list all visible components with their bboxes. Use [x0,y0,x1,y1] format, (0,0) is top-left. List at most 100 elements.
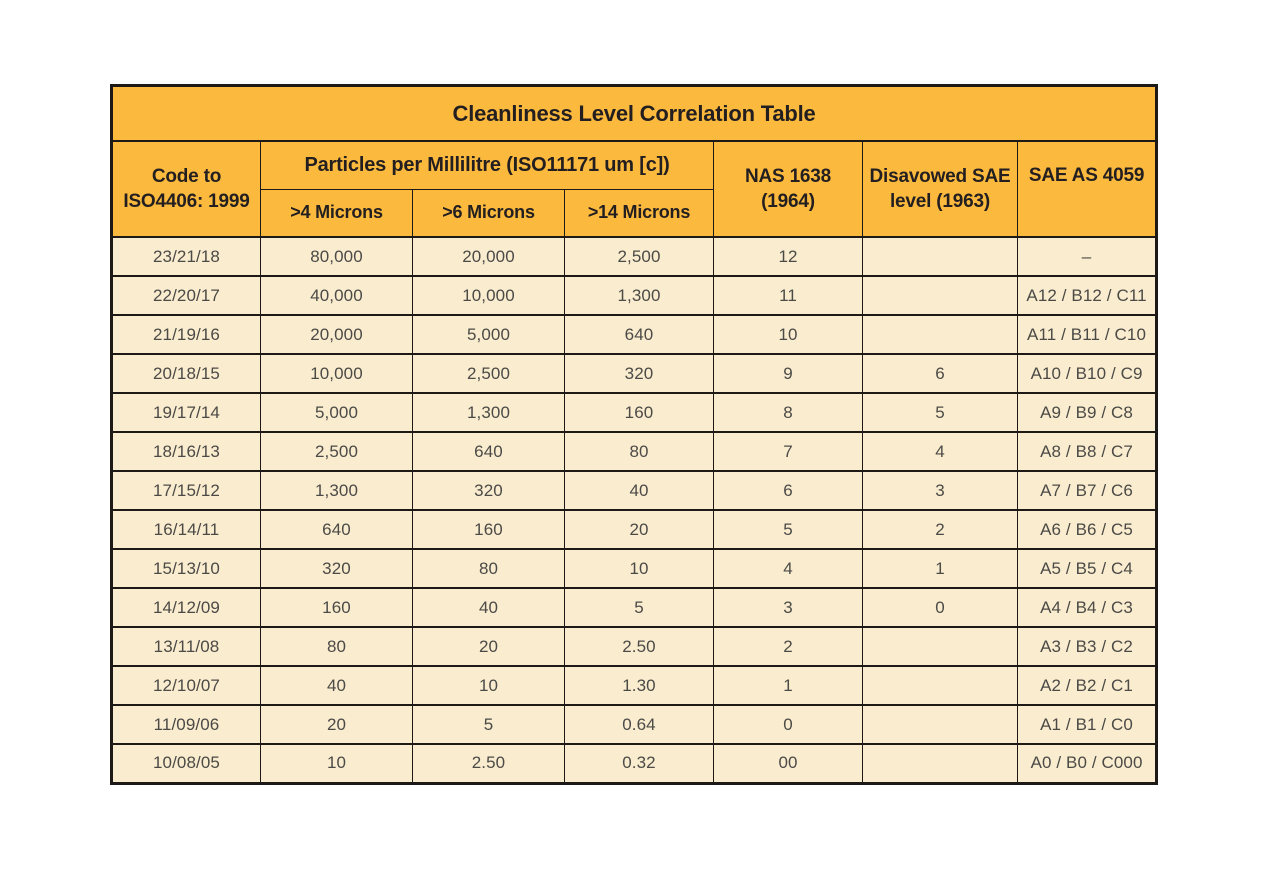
cell-m6: 5,000 [412,314,565,355]
cell-m14: 5 [564,587,714,628]
cell-sae_level [862,665,1018,706]
cell-m6: 5 [412,704,565,745]
cell-sae_level: 6 [862,353,1018,394]
cell-code: 11/09/06 [111,704,261,745]
table-title-row: Cleanliness Level Correlation Table [110,85,1158,142]
table-row: 13/11/08 80 20 2.50 2 A3 / B3 / C2 [111,626,1158,667]
cell-sae_level [862,626,1018,667]
cell-nas: 4 [713,548,863,589]
cell-sae_level: 3 [862,470,1018,511]
cell-code: 14/12/09 [111,587,261,628]
cell-code: 15/13/10 [111,548,261,589]
cell-sae_as: A3 / B3 / C2 [1016,626,1158,667]
col-header-gt14-microns: >14 Microns [564,188,714,238]
cell-m6: 10,000 [412,275,565,316]
cell-code: 16/14/11 [111,509,261,550]
col-header-nas-1638: NAS 1638 (1964) [713,140,863,238]
cell-sae_as: – [1016,236,1158,277]
cell-code: 20/18/15 [111,353,261,394]
cell-nas: 3 [713,587,863,628]
cell-sae_level [862,236,1018,277]
cell-nas: 5 [713,509,863,550]
cell-nas: 8 [713,392,863,433]
table-row: 15/13/10 320 80 10 4 1 A5 / B5 / C4 [111,548,1158,589]
cell-m6: 20 [412,626,565,667]
cell-m4: 10,000 [260,353,413,394]
table-header-row-top: Code to ISO4406: 1999 Particles per Mill… [111,140,1158,238]
table-header-row-sub: >4 Microns >6 Microns >14 Microns [112,188,1157,238]
col-header-nas-line1: NAS 1638 [744,165,832,187]
cell-sae_level: 1 [862,548,1018,589]
col-header-iso4406-line1: Code to [151,165,222,187]
cell-sae_as: A9 / B9 / C8 [1016,392,1158,433]
cell-m4: 1,300 [260,470,413,511]
table-row: 21/19/16 20,000 5,000 640 10 A11 / B11 / C10 [111,314,1158,355]
cell-code: 22/20/17 [111,275,261,316]
cell-m6: 2,500 [412,353,565,394]
table-title: Cleanliness Level Correlation Table [110,85,1158,142]
cell-m14: 20 [564,509,714,550]
cell-sae_level: 2 [862,509,1018,550]
cell-nas: 10 [713,314,863,355]
table-row: 22/20/17 40,000 10,000 1,300 11 A12 / B12 / C… [111,275,1158,316]
cell-sae_as: A0 / B0 / C000 [1016,743,1158,784]
cell-code: 12/10/07 [111,665,261,706]
cell-m4: 40 [260,665,413,706]
cell-m6: 640 [412,431,565,472]
cell-m4: 20 [260,704,413,745]
cell-sae_as: A8 / B8 / C7 [1016,431,1158,472]
col-header-gt4-microns: >4 Microns [260,188,413,238]
cell-sae_level [862,275,1018,316]
cell-nas: 11 [713,275,863,316]
cell-sae_as: A12 / B12 / C11 [1016,275,1158,316]
cleanliness-correlation-table: Cleanliness Level Correlation Table Code… [110,84,1159,785]
cell-m4: 320 [260,548,413,589]
cell-m4: 80,000 [260,236,413,277]
col-header-iso4406-line2: ISO4406: 1999 [123,191,250,212]
cell-nas: 6 [713,470,863,511]
cell-nas: 0 [713,704,863,745]
col-header-disavowed-sae: Disavowed SAE level (1963) [862,140,1018,238]
cell-sae_as: A10 / B10 / C9 [1016,353,1158,394]
cell-sae_level [862,743,1018,784]
cell-m6: 2.50 [412,743,565,784]
col-header-sae-as-4059-label: SAE AS 4059 [1028,165,1145,187]
cell-m4: 40,000 [260,275,413,316]
cell-m14: 80 [564,431,714,472]
table-row: 17/15/12 1,300 320 40 6 3 A7 / B7 / C6 [111,470,1158,511]
cell-m6: 160 [412,509,565,550]
cell-m4: 10 [260,743,413,784]
cell-sae_level: 4 [862,431,1018,472]
cell-nas: 7 [713,431,863,472]
cell-m4: 2,500 [260,431,413,472]
cell-m4: 640 [260,509,413,550]
cell-m4: 5,000 [260,392,413,433]
cell-code: 21/19/16 [111,314,261,355]
table-row: 12/10/07 40 10 1.30 1 A2 / B2 / C1 [111,665,1158,706]
cell-sae_as: A1 / B1 / C0 [1016,704,1158,745]
cell-m6: 20,000 [412,236,565,277]
cell-m14: 160 [564,392,714,433]
cell-sae_level: 0 [862,587,1018,628]
table-row: 10/08/05 10 2.50 0.32 00 A0 / B0 / C000 [111,743,1158,784]
cell-m14: 40 [564,470,714,511]
cell-m14: 0.32 [564,743,714,784]
cell-m6: 80 [412,548,565,589]
col-header-nas-line2: (1964) [761,191,815,212]
cell-nas: 9 [713,353,863,394]
cell-code: 17/15/12 [111,470,261,511]
col-header-particles-group: Particles per Millilitre (ISO11171 um [c… [260,140,714,190]
table-row: 23/21/18 80,000 20,000 2,500 12 – [111,236,1158,277]
cell-sae_level [862,314,1018,355]
table-row: 16/14/11 640 160 20 5 2 A6 / B6 / C5 [111,509,1158,550]
cell-sae_as: A7 / B7 / C6 [1016,470,1158,511]
cell-code: 23/21/18 [111,236,261,277]
col-header-disavowed-line1: Disavowed SAE [869,165,1011,187]
table-row: 11/09/06 20 5 0.64 0 A1 / B1 / C0 [111,704,1158,745]
cell-m4: 160 [260,587,413,628]
cell-m14: 10 [564,548,714,589]
cell-m14: 2.50 [564,626,714,667]
table-body: 23/21/18 80,000 20,000 2,500 12–22/20/17 40,0… [111,236,1158,784]
cell-m4: 80 [260,626,413,667]
